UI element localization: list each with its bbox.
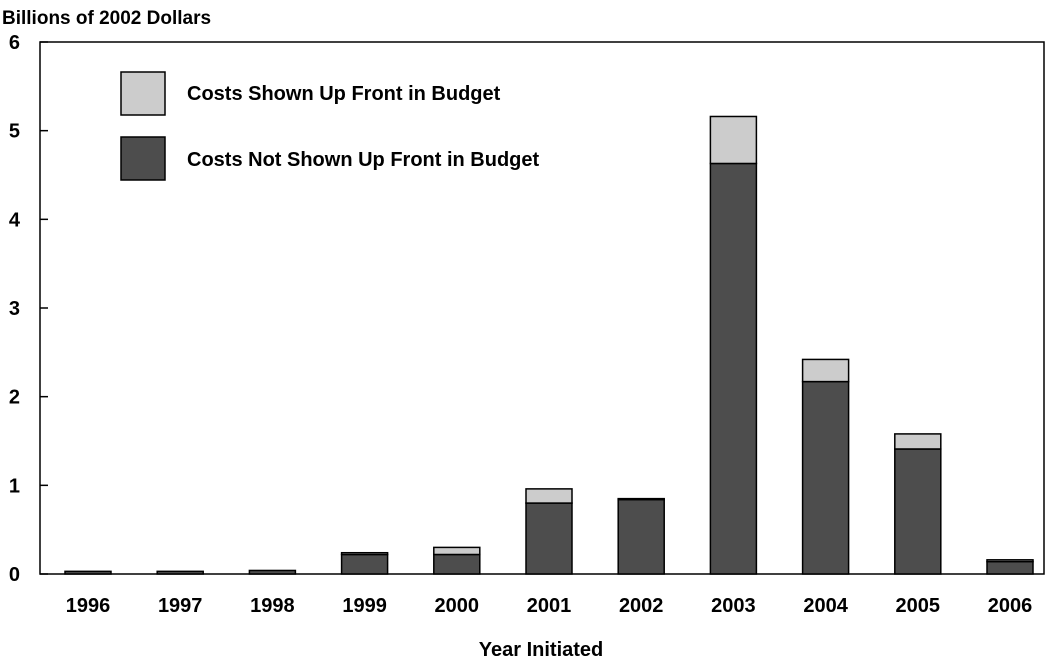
- x-axis: 1996 1997 1998 1999 2000 2001 2002 2003 2004 2005…: [66, 595, 1033, 617]
- bar-segment-not-shown-up-front: [248, 569, 297, 575]
- y-tick-label: 6: [9, 32, 20, 54]
- bar-segment-shown-up-front: [340, 551, 389, 556]
- bar-segment-not-shown-up-front: [433, 553, 481, 575]
- y-tick-label: 5: [9, 121, 20, 143]
- bar-segment-not-shown-up-front: [894, 448, 942, 575]
- y-tick-label: 4: [9, 209, 21, 231]
- x-tick-label: 2003: [711, 595, 756, 617]
- x-axis-title: Year Initiated: [479, 639, 604, 661]
- x-tick-label: 1996: [66, 595, 111, 617]
- bar-segment-not-shown-up-front: [340, 553, 389, 575]
- y-tick-label: 0: [9, 564, 20, 586]
- y-tick-label: 2: [9, 387, 20, 409]
- bar-segment-not-shown-up-front: [64, 570, 112, 575]
- x-tick-label: 2002: [619, 595, 664, 617]
- legend-swatch-not-shown-up-front: [120, 136, 166, 181]
- x-tick-label: 1998: [250, 595, 295, 617]
- bar-segment-not-shown-up-front: [986, 560, 1034, 575]
- legend-label-not-shown-up-front: Costs Not Shown Up Front in Budget: [187, 149, 540, 171]
- legend: Costs Shown Up Front in Budget Costs Not…: [120, 71, 540, 181]
- y-tick-label: 1: [9, 475, 20, 497]
- bars-group: [64, 115, 1034, 575]
- x-tick-label: 1999: [342, 595, 387, 617]
- bar-segment-not-shown-up-front: [156, 570, 204, 575]
- bar-segment-shown-up-front: [525, 488, 573, 504]
- x-tick-label: 2000: [435, 595, 480, 617]
- x-tick-label: 2001: [527, 595, 572, 617]
- bar-segment-shown-up-front: [617, 497, 665, 501]
- bar-segment-not-shown-up-front: [801, 380, 850, 575]
- x-tick-label: 2006: [988, 595, 1033, 617]
- bar-segment-shown-up-front: [986, 559, 1034, 563]
- x-tick-label: 1997: [158, 595, 203, 617]
- bar-segment-shown-up-front: [709, 115, 758, 165]
- x-tick-label: 2005: [896, 595, 941, 617]
- bar-segment-not-shown-up-front: [617, 498, 665, 575]
- bar-segment-not-shown-up-front: [525, 502, 573, 575]
- bar-segment-shown-up-front: [894, 433, 942, 450]
- bar-segment-shown-up-front: [433, 546, 481, 556]
- bar-segment-not-shown-up-front: [709, 162, 758, 575]
- legend-label-shown-up-front: Costs Shown Up Front in Budget: [187, 83, 501, 105]
- x-tick-label: 2004: [803, 595, 848, 617]
- y-axis-title: Billions of 2002 Dollars: [2, 8, 211, 29]
- y-axis: 0 1 2 3 4 5 6: [9, 32, 48, 586]
- bar-segment-shown-up-front: [801, 358, 850, 383]
- y-tick-label: 3: [9, 298, 20, 320]
- legend-swatch-shown-up-front: [120, 71, 166, 116]
